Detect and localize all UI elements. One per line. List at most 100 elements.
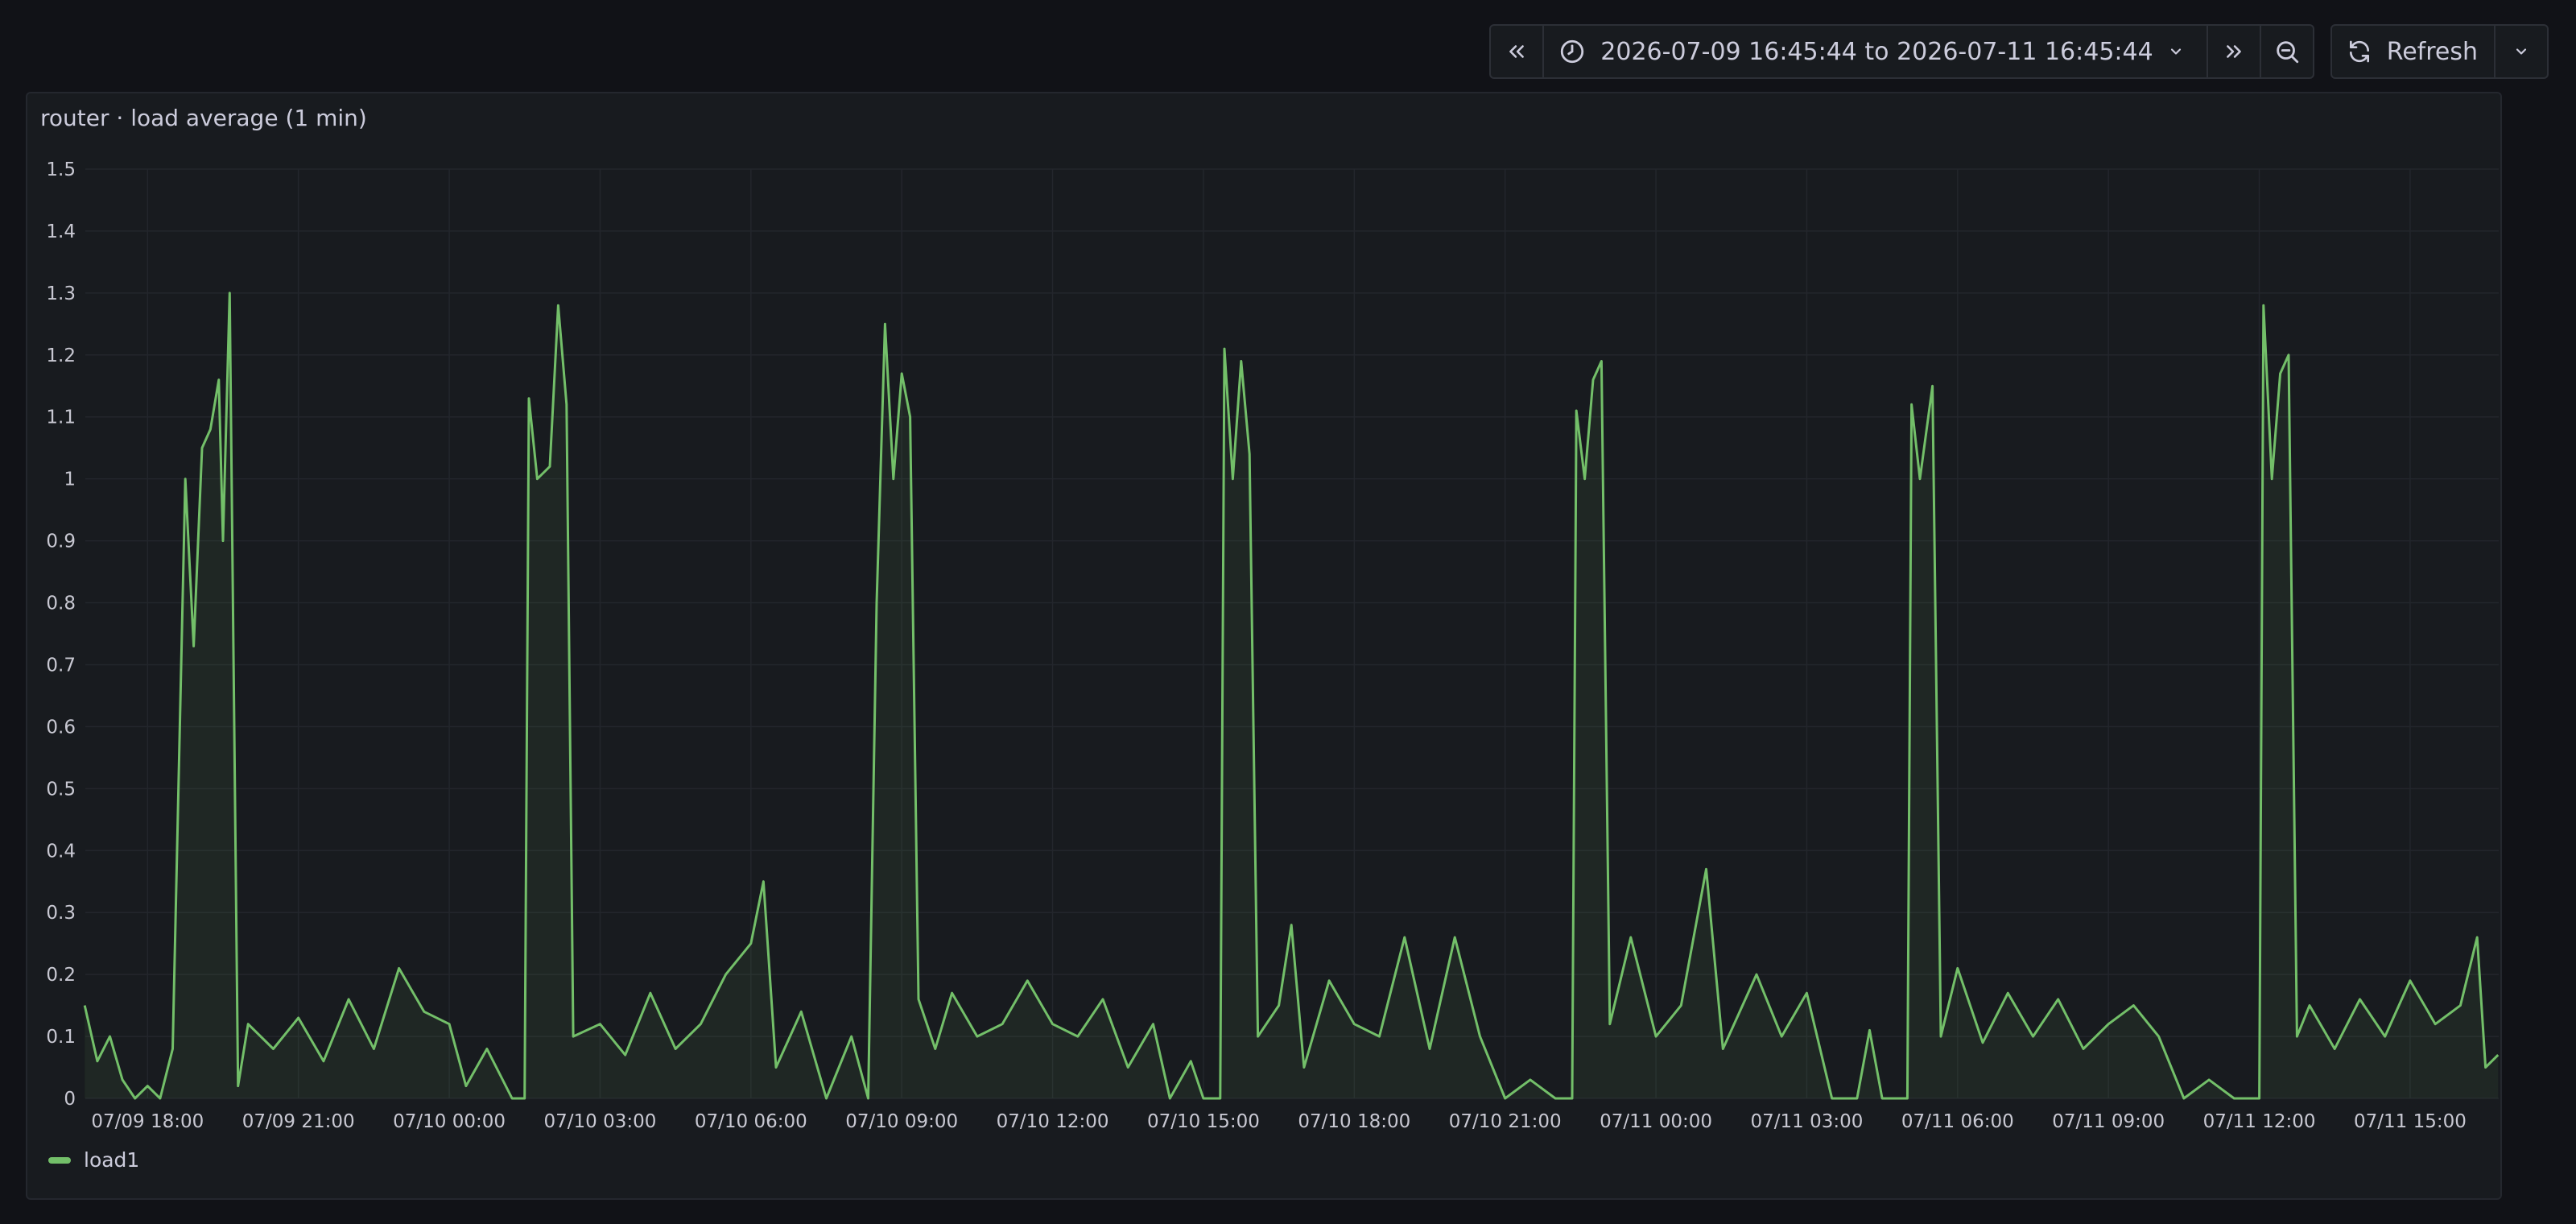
chevrons-right-icon	[2223, 41, 2244, 62]
load-average-chart[interactable]: 0 0.1 0.2 0.3 0.4 0.5 0.6 0.7 0.8 0.9 1 1.1 1.2 1.3 1.…	[27, 93, 2500, 1198]
data-point	[193, 646, 194, 647]
data-point	[700, 1023, 701, 1024]
data-point	[2234, 1098, 2235, 1099]
data-point	[558, 305, 559, 306]
x-tick-label: 07/11 15:00	[2354, 1111, 2467, 1132]
data-point	[1601, 361, 1602, 362]
data-point	[147, 1085, 148, 1086]
data-point	[1052, 1023, 1053, 1024]
data-point	[1354, 1023, 1355, 1024]
shift-back-button[interactable]	[1491, 26, 1545, 77]
data-point	[237, 1085, 238, 1086]
y-tick-label: 0.7	[46, 655, 76, 676]
data-point	[550, 466, 551, 467]
data-point	[298, 1018, 299, 1019]
clock-icon	[1558, 38, 1586, 65]
x-tick-label: 07/11 09:00	[2052, 1111, 2165, 1132]
data-point	[2083, 1048, 2084, 1049]
data-point	[398, 968, 399, 969]
data-point	[423, 1011, 424, 1012]
data-point	[851, 1036, 852, 1037]
x-tick-label: 07/09 21:00	[242, 1111, 355, 1132]
y-tick-label: 0.9	[46, 531, 76, 552]
y-tick-label: 1	[64, 469, 76, 490]
data-point	[2280, 373, 2281, 374]
data-point	[537, 478, 538, 479]
data-point	[1593, 379, 1594, 380]
chevron-down-icon	[2513, 43, 2529, 60]
data-point	[566, 404, 567, 405]
data-point	[976, 1036, 977, 1037]
data-point	[801, 1011, 802, 1012]
refresh-group: Refresh	[2330, 24, 2549, 79]
data-point	[1609, 1023, 1610, 1024]
data-point	[1630, 937, 1631, 938]
data-point	[868, 1098, 869, 1099]
data-point	[1002, 1023, 1003, 1024]
data-point	[1920, 478, 1921, 479]
x-tick-label: 07/10 18:00	[1298, 1111, 1410, 1132]
data-point	[885, 324, 886, 325]
sync-icon	[2347, 39, 2372, 64]
x-tick-label: 07/10 15:00	[1147, 1111, 1260, 1132]
data-point	[763, 881, 764, 882]
y-tick-label: 0.3	[46, 903, 76, 924]
data-point	[159, 1098, 160, 1099]
y-tick-label: 0.4	[46, 841, 76, 862]
y-tick-label: 1.4	[46, 221, 76, 242]
time-range-picker[interactable]: 2026-07-09 16:45:44 to 2026-07-11 16:45:…	[1544, 26, 2208, 77]
y-tick-label: 1.5	[46, 159, 76, 180]
zoom-out-icon	[2273, 38, 2301, 65]
data-point	[2209, 1079, 2210, 1080]
data-point	[1911, 404, 1912, 405]
refresh-button[interactable]: Refresh	[2332, 26, 2496, 77]
data-point	[248, 1023, 249, 1024]
data-point	[1404, 937, 1405, 938]
data-point	[449, 1023, 450, 1024]
data-point	[210, 429, 211, 430]
data-point	[2108, 1023, 2109, 1024]
zoom-out-button[interactable]	[2261, 26, 2313, 77]
data-point	[1806, 993, 1807, 994]
data-point	[1128, 1067, 1129, 1068]
series-line-load1	[83, 292, 2500, 1100]
data-point	[725, 974, 726, 975]
data-point	[2409, 980, 2410, 981]
data-point	[1656, 1036, 1657, 1037]
x-tick-label: 07/11 00:00	[1600, 1111, 1712, 1132]
y-tick-label: 0.8	[46, 593, 76, 614]
legend-item-load1[interactable]: load1	[48, 1148, 139, 1172]
x-tick-label: 07/10 09:00	[845, 1111, 958, 1132]
data-point	[2435, 1023, 2436, 1024]
data-point	[1379, 1036, 1380, 1037]
data-point	[2460, 1005, 2461, 1006]
data-point	[229, 292, 230, 293]
legend-swatch	[48, 1156, 71, 1164]
chevron-down-icon	[2168, 43, 2184, 60]
x-tick-label: 07/11 12:00	[2203, 1111, 2316, 1132]
y-tick-label: 0.1	[46, 1027, 76, 1048]
data-point	[1723, 1048, 1724, 1049]
data-point	[2263, 305, 2264, 306]
refresh-label: Refresh	[2386, 37, 2478, 66]
data-point	[1027, 980, 1028, 981]
time-range-label: 2026-07-09 16:45:44 to 2026-07-11 16:45:…	[1600, 37, 2153, 66]
data-point	[1941, 1036, 1942, 1037]
data-point	[1077, 1036, 1078, 1037]
data-point	[1153, 1023, 1154, 1024]
data-point	[2498, 1055, 2499, 1056]
timeseries-panel: router · load average (1 min) 0 0.1 0.2 0.3…	[26, 92, 2502, 1200]
data-point	[600, 1023, 601, 1024]
panel-title[interactable]: router · load average (1 min)	[40, 105, 367, 131]
y-tick-label: 0.2	[46, 965, 76, 986]
data-point	[524, 1098, 525, 1099]
shift-forward-button[interactable]	[2208, 26, 2261, 77]
data-point	[1249, 453, 1250, 454]
refresh-interval-dropdown[interactable]	[2496, 26, 2547, 77]
data-point	[1882, 1098, 1883, 1099]
data-point	[172, 1048, 173, 1049]
y-tick-label: 0.5	[46, 779, 76, 800]
data-point	[2477, 937, 2478, 938]
x-tick-label: 07/09 18:00	[91, 1111, 204, 1132]
time-picker-group: 2026-07-09 16:45:44 to 2026-07-11 16:45:…	[1489, 24, 2314, 79]
